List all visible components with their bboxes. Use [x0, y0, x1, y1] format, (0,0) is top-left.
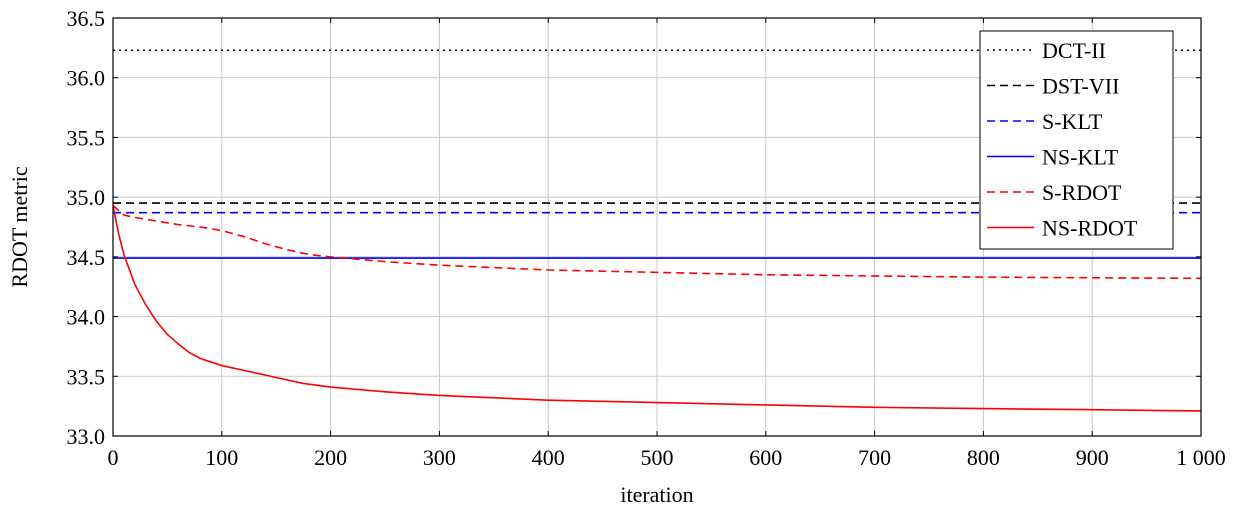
- x-tick-label: 300: [423, 445, 456, 470]
- x-tick-label: 100: [205, 445, 238, 470]
- x-tick-label: 400: [532, 445, 565, 470]
- x-axis-label: iteration: [620, 482, 693, 507]
- y-tick-label: 36.5: [67, 6, 106, 31]
- legend-label-s-klt: S-KLT: [1042, 109, 1103, 134]
- y-tick-label: 36.0: [67, 66, 106, 91]
- x-tick-label: 1 000: [1176, 445, 1226, 470]
- y-tick-label: 33.5: [67, 364, 106, 389]
- legend-label-s-rdot: S-RDOT: [1042, 180, 1122, 205]
- x-tick-label: 200: [314, 445, 347, 470]
- x-tick-label: 800: [967, 445, 1000, 470]
- legend-label-ns-klt: NS-KLT: [1042, 145, 1119, 170]
- x-tick-label: 500: [641, 445, 674, 470]
- y-tick-label: 34.5: [67, 245, 106, 270]
- x-tick-label: 900: [1076, 445, 1109, 470]
- legend-label-dst-vii: DST-VII: [1042, 74, 1119, 99]
- series-line-ns-rdot: [113, 205, 1201, 412]
- y-tick-label: 34.0: [67, 305, 106, 330]
- x-tick-label: 700: [858, 445, 891, 470]
- x-tick-label: 0: [108, 445, 119, 470]
- legend-label-dct-ii: DCT-II: [1042, 38, 1106, 63]
- y-tick-label: 33.0: [67, 424, 106, 449]
- y-axis-label: RDOT metric: [7, 166, 32, 287]
- legend-box: [979, 30, 1174, 250]
- y-tick-label: 35.5: [67, 125, 106, 150]
- x-tick-label: 600: [749, 445, 782, 470]
- legend-label-ns-rdot: NS-RDOT: [1042, 216, 1138, 241]
- series-line-s-rdot: [113, 204, 1201, 280]
- tick-labels: 0 100 200 300 400 500 600 700 800 900 1 000 33.0 33.…: [67, 6, 1226, 470]
- legend: DCT-II DST-VII S-KLT NS-KLT S-RDOT NS-RDOT: [979, 30, 1174, 250]
- tick-marks: [112, 17, 1202, 437]
- y-tick-label: 35.0: [67, 185, 106, 210]
